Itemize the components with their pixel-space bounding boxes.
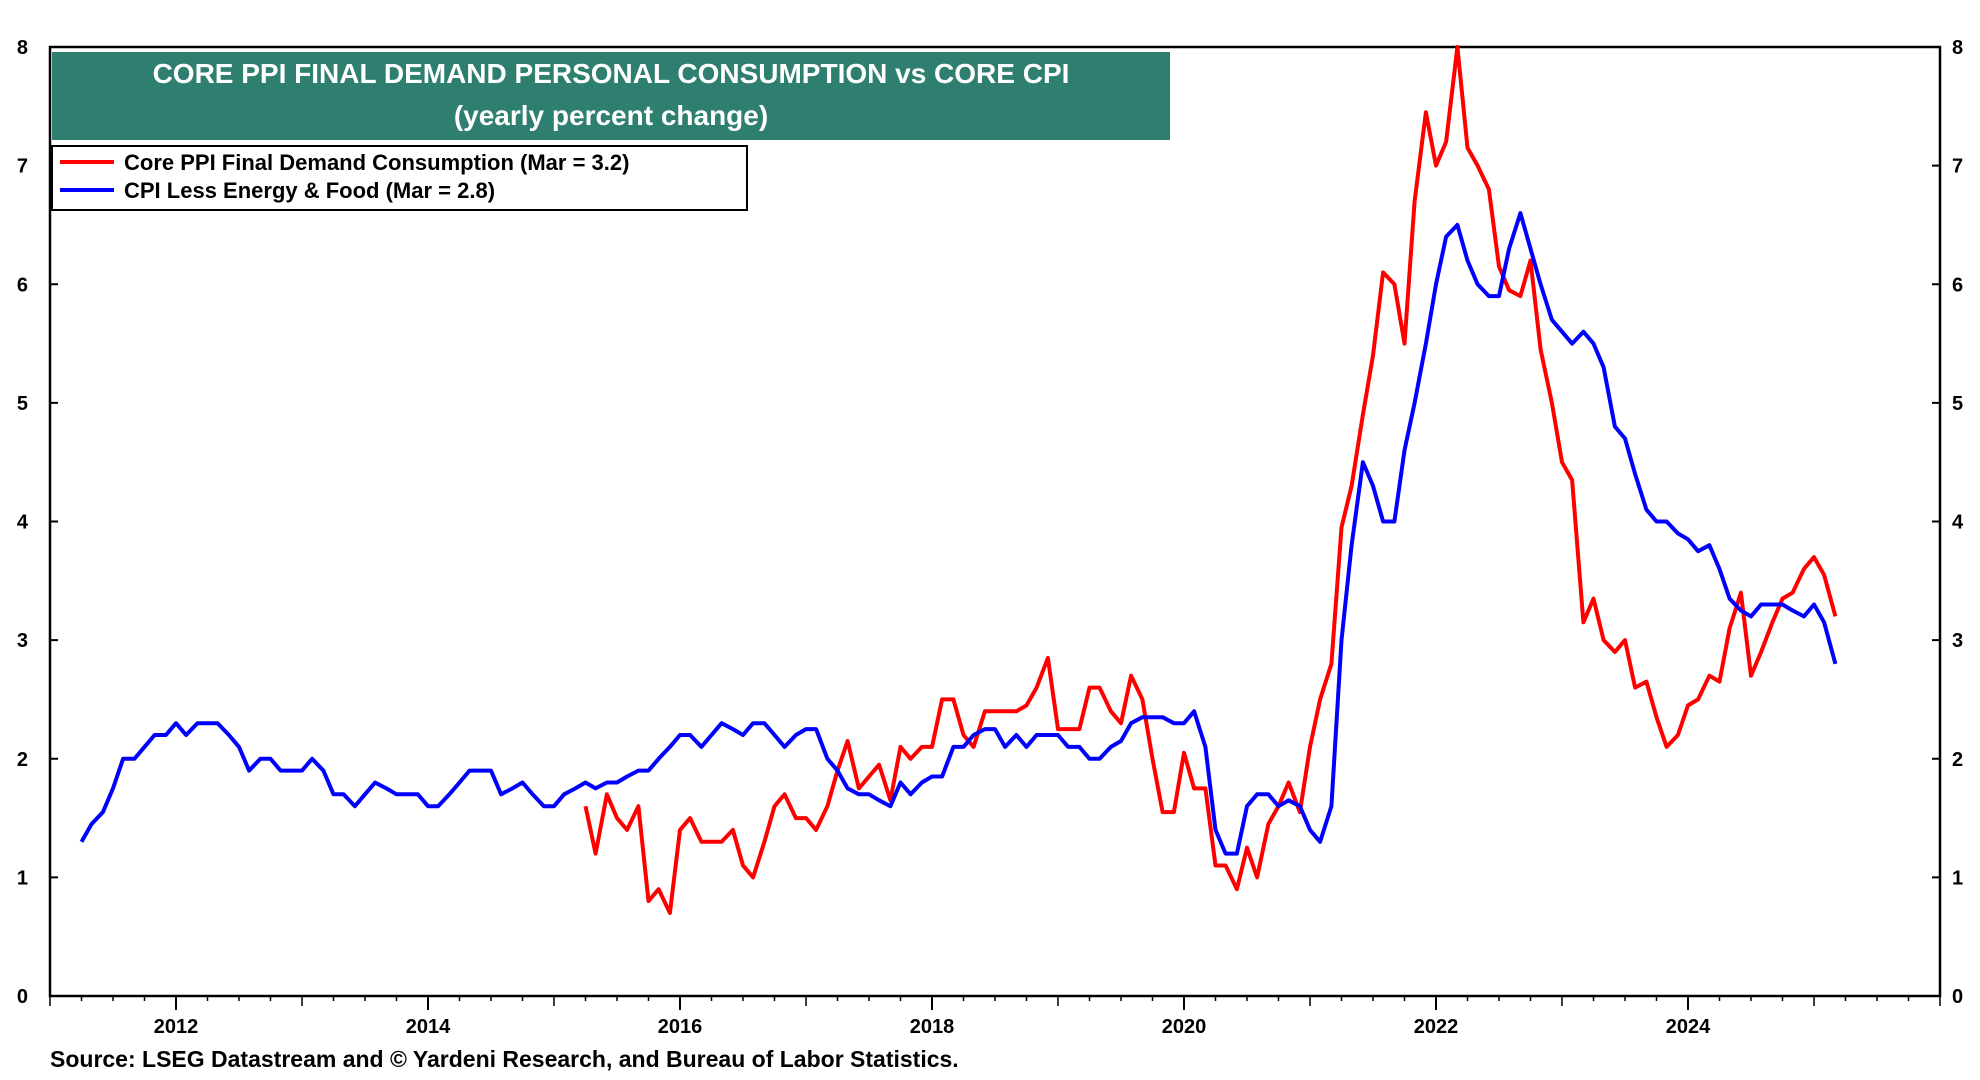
y-tick-label-right: 7 [1952, 156, 1963, 178]
y-tick-label-left: 0 [17, 986, 28, 1008]
legend-label-ppi: Core PPI Final Demand Consumption (Mar =… [124, 150, 629, 175]
y-tick-label-left: 4 [17, 512, 29, 534]
y-tick-label-right: 1 [1952, 867, 1963, 889]
y-tick-label-right: 3 [1952, 630, 1963, 652]
y-tick-label-right: 6 [1952, 274, 1963, 296]
y-tick-label-right: 8 [1952, 37, 1963, 59]
y-tick-label-left: 6 [17, 274, 28, 296]
series-line-core-cpi [79, 211, 1838, 856]
y-tick-label-right: 0 [1952, 986, 1963, 1008]
legend-label-cpi: CPI Less Energy & Food (Mar = 2.8) [124, 178, 495, 203]
y-tick-label-left: 2 [17, 749, 28, 771]
x-tick-label: 2020 [1162, 1016, 1207, 1038]
x-tick-label: 2018 [910, 1016, 955, 1038]
x-tick-label: 2014 [406, 1016, 451, 1038]
x-tick-label: 2022 [1414, 1016, 1459, 1038]
chart-title: CORE PPI FINAL DEMAND PERSONAL CONSUMPTI… [153, 58, 1070, 89]
y-tick-label-left: 8 [17, 37, 28, 59]
y-tick-label-right: 2 [1952, 749, 1963, 771]
series-line-core-ppi [583, 45, 1838, 915]
source-note: Source: LSEG Datastream and © Yardeni Re… [50, 1046, 959, 1072]
legend-box [51, 145, 748, 211]
y-tick-label-left: 3 [17, 630, 28, 652]
x-tick-label: 2012 [154, 1016, 199, 1038]
chart-subtitle: (yearly percent change) [454, 100, 768, 131]
y-tick-label-left: 7 [17, 156, 28, 178]
x-tick-label: 2024 [1666, 1016, 1711, 1038]
y-tick-label-right: 4 [1952, 512, 1964, 534]
title-box [52, 52, 1170, 140]
y-tick-label-left: 1 [17, 867, 28, 889]
y-tick-label-left: 5 [17, 393, 28, 415]
series-lines [79, 45, 1838, 915]
x-tick-label: 2016 [658, 1016, 703, 1038]
y-tick-label-right: 5 [1952, 393, 1963, 415]
